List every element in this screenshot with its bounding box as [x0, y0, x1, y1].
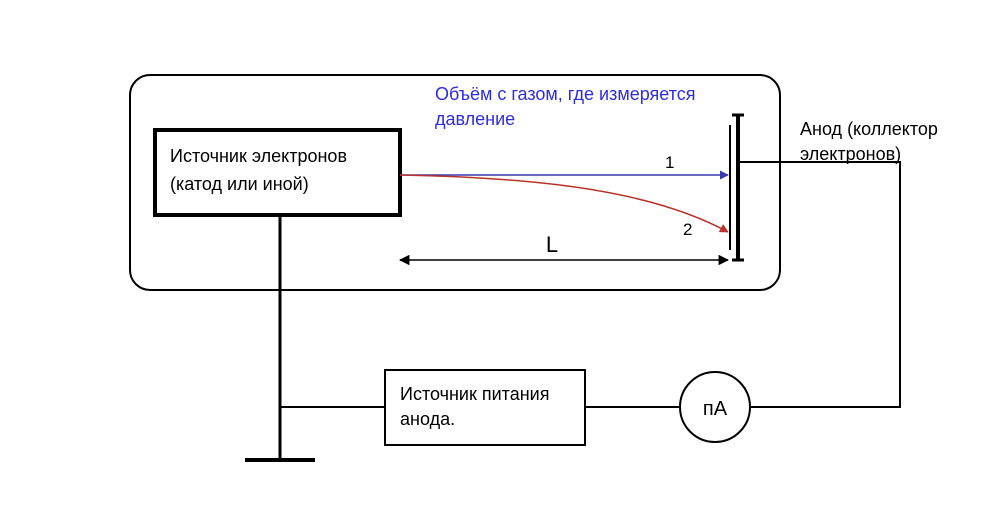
gas-volume-label-2: давление: [435, 109, 515, 129]
electron-source-box: [155, 130, 400, 215]
picoammeter-label: пА: [703, 398, 728, 420]
distance-label: L: [546, 232, 558, 257]
electron-source-label-2: (катод или иной): [170, 174, 309, 194]
beam-curved: [400, 175, 728, 232]
anode-plate: [730, 115, 744, 260]
wire-meter-to-anode: [738, 162, 900, 407]
beam-label-1: 1: [665, 153, 674, 172]
power-supply-label-1: Источник питания: [400, 384, 549, 404]
power-supply-label-2: анода.: [400, 409, 455, 429]
beam-label-2: 2: [683, 220, 692, 239]
gas-volume-label-1: Объём с газом, где измеряется: [435, 84, 696, 104]
anode-power-supply-box: [385, 370, 585, 445]
electron-source-label-1: Источник электронов: [170, 146, 347, 166]
anode-label-1: Анод (коллектор: [800, 119, 938, 139]
